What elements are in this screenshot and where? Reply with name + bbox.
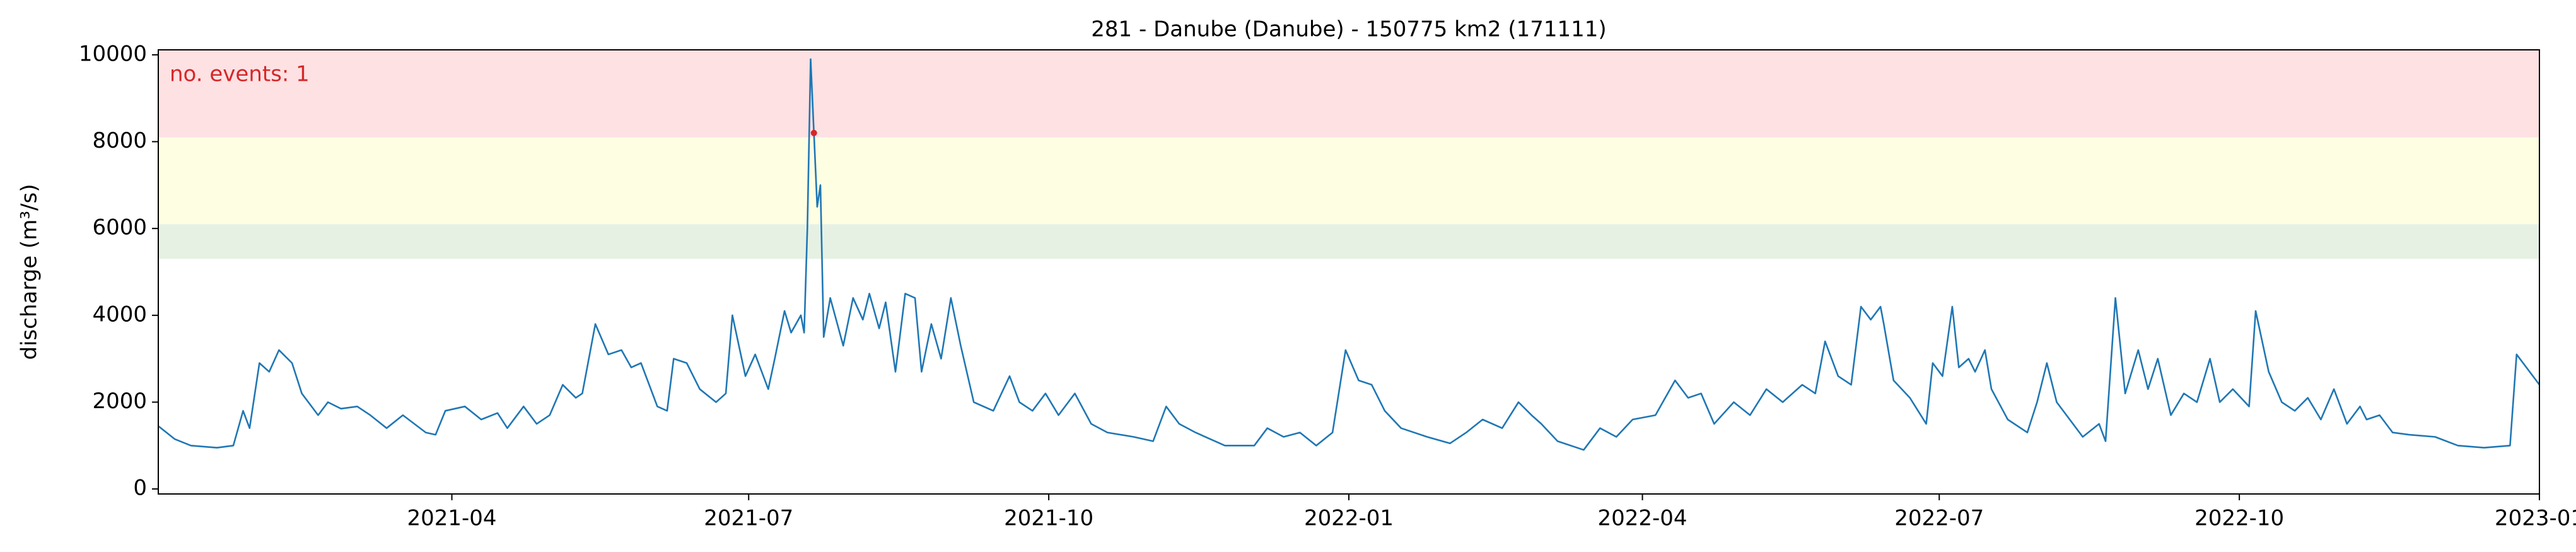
- x-tick-label: 2022-10: [2194, 506, 2284, 531]
- annotation: no. events: 1: [170, 62, 310, 87]
- x-tick-label: 2022-04: [1598, 506, 1687, 531]
- threshold-band: [158, 224, 2539, 259]
- plot-frame: [158, 49, 2540, 495]
- y-tick-label: 6000: [92, 215, 147, 240]
- x-tick-label: 2021-10: [1004, 506, 1093, 531]
- y-tick-label: 8000: [92, 128, 147, 153]
- x-tick-label: 2022-07: [1894, 506, 1984, 531]
- threshold-band: [158, 137, 2539, 225]
- x-tick-label: 2021-07: [704, 506, 793, 531]
- y-axis-label: discharge (m³/s): [17, 184, 42, 360]
- threshold-band: [158, 50, 2539, 138]
- y-tick-label: 0: [133, 476, 147, 501]
- chart-title: 281 - Danube (Danube) - 150775 km2 (1711…: [1091, 17, 1606, 42]
- y-tick-label: 2000: [92, 389, 147, 414]
- x-tick-label: 2021-04: [407, 506, 497, 531]
- y-tick-label: 10000: [79, 41, 147, 66]
- discharge-line: [158, 58, 2541, 451]
- y-tick-label: 4000: [92, 302, 147, 327]
- event-point: [810, 129, 817, 136]
- x-tick-label: 2022-01: [1304, 506, 1394, 531]
- x-tick-label: 2023-01: [2495, 506, 2576, 531]
